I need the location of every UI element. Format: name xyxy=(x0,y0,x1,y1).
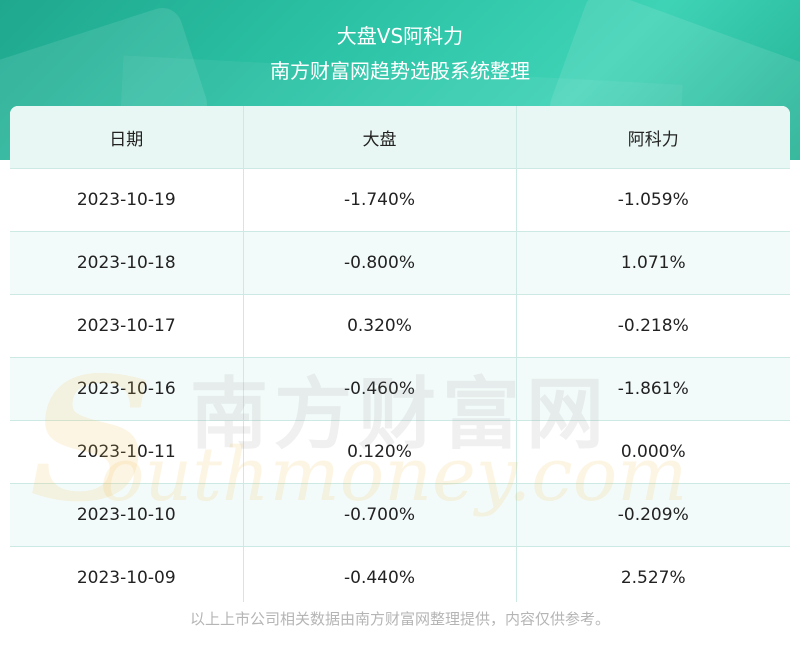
table-cell: 2023-10-17 xyxy=(10,294,244,358)
table-cell: 1.071% xyxy=(516,231,790,295)
footer-note: 以上上市公司相关数据由南方财富网整理提供，内容仅供参考。 xyxy=(189,610,610,628)
table-cell: 0.000% xyxy=(516,420,790,484)
table-row: 2023-10-16 -0.460% -1.861% xyxy=(10,357,790,421)
table-cell: -0.700% xyxy=(243,483,517,547)
table-row: 2023-10-11 0.120% 0.000% xyxy=(10,420,790,484)
table-cell: 2023-10-11 xyxy=(10,420,244,484)
table-cell: 2023-10-16 xyxy=(10,357,244,421)
table-cell: -0.800% xyxy=(243,231,517,295)
column-header: 大盘 xyxy=(243,106,517,169)
table-cell: 2023-10-10 xyxy=(10,483,244,547)
table-cell: 2023-10-19 xyxy=(10,168,244,232)
table-row: 2023-10-19 -1.740% -1.059% xyxy=(10,168,790,232)
table-cell: 0.120% xyxy=(243,420,517,484)
table-cell: -1.059% xyxy=(516,168,790,232)
table-card: 日期 大盘 阿科力 2023-10-19 -1.740% -1.059% 202… xyxy=(10,106,790,602)
table-row: 2023-10-17 0.320% -0.218% xyxy=(10,294,790,358)
table-cell: 0.320% xyxy=(243,294,517,358)
chart-title: 大盘VS阿科力 xyxy=(336,24,464,48)
table-row: 2023-10-09 -0.440% 2.527% xyxy=(10,546,790,602)
chart-subtitle: 南方财富网趋势选股系统整理 xyxy=(270,59,530,83)
table-row: 2023-10-18 -0.800% 1.071% xyxy=(10,231,790,295)
table-row: 2023-10-10 -0.700% -0.209% xyxy=(10,483,790,547)
table-cell: -1.861% xyxy=(516,357,790,421)
table-cell: 2023-10-09 xyxy=(10,546,244,602)
data-table: 日期 大盘 阿科力 2023-10-19 -1.740% -1.059% 202… xyxy=(10,106,790,602)
table-header-row: 日期 大盘 阿科力 xyxy=(10,106,790,169)
table-cell: -0.209% xyxy=(516,483,790,547)
column-header: 阿科力 xyxy=(516,106,790,169)
table-cell: -1.740% xyxy=(243,168,517,232)
table-cell: -0.440% xyxy=(243,546,517,602)
table-cell: -0.460% xyxy=(243,357,517,421)
column-header: 日期 xyxy=(10,106,244,169)
table-cell: -0.218% xyxy=(516,294,790,358)
table-cell: 2.527% xyxy=(516,546,790,602)
table-cell: 2023-10-18 xyxy=(10,231,244,295)
